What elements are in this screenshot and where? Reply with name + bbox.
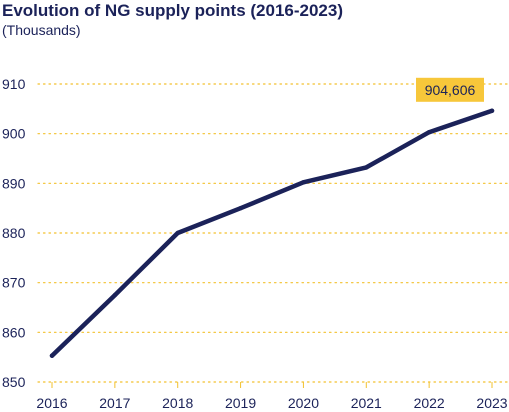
x-tick-label: 2017 — [99, 395, 130, 411]
x-axis-ticks: 2016 2017 2018 2019 2020 2021 2022 2023 — [36, 382, 508, 411]
x-tick-label: 2018 — [162, 395, 193, 411]
series-line — [49, 108, 495, 358]
data-point — [301, 180, 306, 185]
series — [49, 108, 495, 358]
y-tick-label: 880 — [2, 225, 26, 241]
data-point — [112, 292, 118, 298]
y-tick-label: 870 — [2, 275, 26, 291]
y-tick-label: 890 — [2, 175, 26, 191]
data-point — [238, 205, 243, 211]
data-point — [175, 230, 180, 236]
chart-subtitle: (Thousands) — [2, 22, 81, 38]
y-tick-label: 860 — [2, 324, 26, 340]
callout: 904,606 — [416, 77, 484, 102]
value-callout-label: 904,606 — [425, 82, 476, 98]
x-tick-label: 2020 — [288, 395, 319, 411]
x-tick-label: 2016 — [36, 395, 67, 411]
x-tick-label: 2022 — [414, 395, 445, 411]
x-tick-label: 2023 — [476, 395, 507, 411]
y-tick-label: 900 — [2, 126, 26, 142]
x-tick-label: 2019 — [225, 395, 256, 411]
value-callout-box — [416, 77, 484, 102]
data-point — [489, 108, 495, 113]
y-tick-label: 850 — [2, 374, 26, 390]
chart-title: Evolution of NG supply points (2016-2023… — [2, 1, 343, 20]
y-tick-label: 910 — [2, 76, 26, 92]
x-tick-label: 2021 — [351, 395, 382, 411]
data-point — [364, 165, 369, 170]
y-axis-ticks: 850 860 870 880 890 900 910 — [2, 76, 26, 390]
data-point — [426, 129, 432, 135]
data-point — [49, 353, 55, 358]
